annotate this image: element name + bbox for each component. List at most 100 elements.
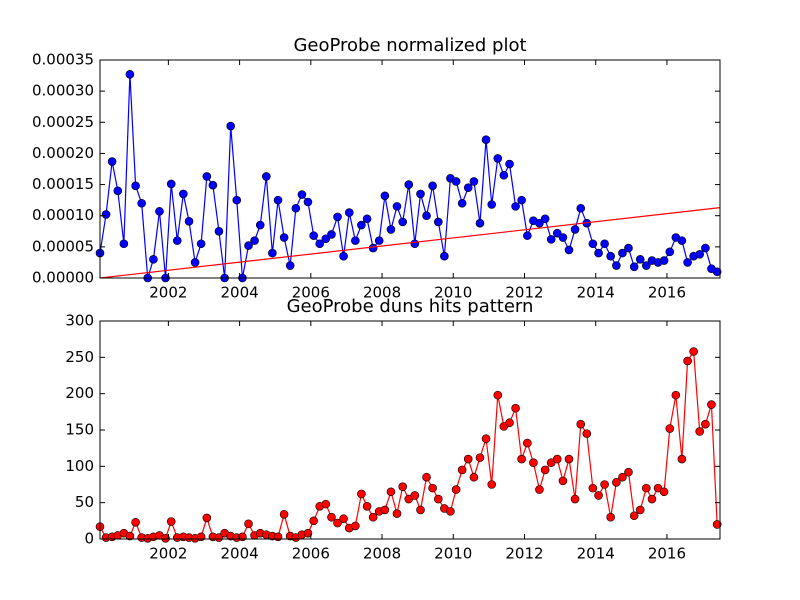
- data-point: [422, 211, 431, 221]
- data-point: [321, 499, 331, 509]
- data-point: [125, 531, 135, 541]
- data-point: [208, 180, 218, 190]
- data-point: [262, 172, 271, 181]
- data-point: [398, 217, 407, 227]
- data-point: [481, 434, 491, 444]
- data-point: [244, 241, 253, 250]
- data-point: [392, 202, 402, 211]
- data-point: [570, 225, 580, 234]
- chart-title: GeoProbe duns hits pattern: [287, 296, 534, 317]
- data-point: [594, 248, 603, 258]
- data-point: [546, 235, 556, 244]
- data-point: [677, 236, 687, 245]
- data-point: [683, 356, 692, 366]
- data-point: [327, 512, 336, 522]
- data-point: [214, 533, 224, 542]
- data-point: [588, 239, 598, 249]
- data-point: [214, 226, 224, 236]
- data-point: [469, 177, 479, 186]
- y-tick-label: 0.00035: [32, 51, 94, 69]
- data-point: [374, 236, 384, 245]
- data-point: [576, 203, 586, 213]
- data-point: [166, 517, 176, 526]
- data-point: [297, 190, 307, 199]
- data-point: [511, 403, 520, 413]
- data-point: [392, 509, 402, 518]
- data-point: [303, 197, 313, 207]
- data-point: [712, 520, 722, 529]
- data-point: [107, 157, 117, 166]
- y-tick-label: 300: [65, 312, 94, 330]
- data-point: [244, 519, 253, 529]
- data-line: [100, 207, 720, 279]
- data-point: [600, 239, 609, 249]
- data-point: [398, 482, 407, 491]
- data-point: [416, 189, 425, 199]
- data-point: [629, 511, 639, 521]
- data-point: [166, 179, 176, 189]
- x-tick-label: 2010: [434, 284, 472, 302]
- x-tick-label: 2008: [363, 284, 401, 302]
- data-point: [434, 217, 443, 227]
- data-point: [321, 234, 331, 244]
- data-point: [196, 239, 206, 249]
- data-point: [202, 513, 212, 523]
- data-point: [677, 454, 687, 464]
- x-tick-label: 2008: [363, 545, 401, 563]
- data-point: [404, 180, 414, 189]
- x-tick-label: 2004: [221, 284, 259, 302]
- data-point: [333, 212, 342, 222]
- y-tick-label: 200: [65, 384, 94, 402]
- data-point: [362, 214, 372, 224]
- data-point: [202, 172, 212, 181]
- data-point: [540, 465, 550, 475]
- x-tick-label: 2006: [292, 284, 330, 302]
- data-point: [273, 532, 283, 542]
- data-point: [232, 195, 242, 205]
- data-point: [635, 255, 645, 264]
- data-point: [499, 170, 509, 180]
- data-point: [125, 70, 135, 79]
- data-point: [594, 491, 603, 500]
- data-point: [327, 230, 336, 239]
- data-point: [493, 390, 503, 400]
- data-point: [683, 258, 692, 267]
- data-point: [155, 207, 164, 216]
- plot-area: [100, 321, 720, 539]
- y-tick-label: 0: [84, 530, 94, 548]
- data-point: [552, 228, 562, 238]
- data-point: [535, 485, 544, 494]
- data-point: [410, 239, 420, 249]
- data-point: [481, 135, 491, 145]
- data-point: [701, 243, 710, 253]
- x-tick-label: 2002: [149, 545, 187, 563]
- data-point: [701, 419, 710, 429]
- x-tick-label: 2012: [505, 545, 543, 563]
- data-point: [647, 494, 657, 504]
- data-point: [410, 491, 420, 500]
- data-point: [505, 159, 514, 169]
- data-point: [552, 454, 562, 464]
- x-tick-label: 2014: [577, 545, 615, 563]
- data-point: [606, 251, 615, 261]
- data-point: [131, 181, 140, 191]
- data-point: [558, 233, 568, 242]
- y-tick-label: 0.00010: [32, 206, 94, 224]
- data-point: [446, 507, 455, 516]
- data-point: [362, 501, 372, 511]
- data-point: [285, 261, 295, 270]
- data-point: [475, 218, 485, 228]
- data-point: [600, 480, 609, 489]
- data-point: [351, 521, 360, 531]
- x-tick-label: 2016: [648, 284, 686, 302]
- data-point: [428, 483, 437, 493]
- data-point: [451, 485, 461, 494]
- data-point: [523, 231, 532, 240]
- y-tick-label: 100: [65, 457, 94, 475]
- x-tick-label: 2002: [149, 284, 187, 302]
- data-point: [255, 220, 265, 230]
- data-point: [493, 154, 503, 163]
- data-point: [624, 243, 633, 253]
- data-point: [101, 210, 111, 219]
